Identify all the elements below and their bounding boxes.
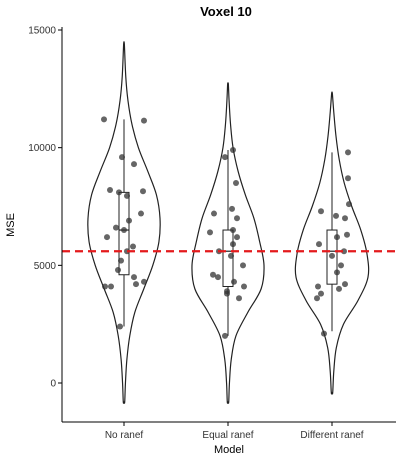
y-axis-ticks: 0 5000 10000 15000 (28, 26, 62, 390)
data-point (333, 212, 339, 219)
data-point (131, 274, 137, 281)
data-point (314, 295, 320, 302)
data-point (338, 262, 344, 269)
y-tick-label: 5000 (34, 261, 57, 272)
data-point (207, 229, 213, 236)
data-point (230, 147, 236, 154)
x-tick-label: Different ranef (300, 430, 363, 441)
data-point (316, 241, 322, 248)
x-axis-ticks: No ranef Equal ranef Different ranef (105, 422, 364, 441)
data-point (329, 252, 335, 259)
data-point (230, 227, 236, 234)
data-point (124, 192, 130, 199)
y-axis-label: MSE (5, 213, 17, 237)
box-iqr (118, 191, 130, 276)
data-point (334, 269, 340, 276)
y-tick-label: 15000 (28, 26, 56, 37)
violin-outline (87, 41, 161, 404)
data-point (115, 267, 121, 274)
data-point (228, 252, 234, 259)
data-point (113, 224, 119, 231)
data-point (141, 117, 147, 124)
y-tick-label: 10000 (28, 143, 56, 154)
data-point (321, 330, 327, 337)
data-point (229, 205, 235, 212)
data-point (121, 227, 127, 234)
violin-outline (191, 82, 265, 404)
data-point (336, 285, 342, 292)
data-point (131, 161, 137, 168)
data-point (104, 234, 110, 241)
data-point (210, 271, 216, 278)
data-point (108, 283, 114, 290)
violin-group (191, 82, 265, 404)
data-point (133, 281, 139, 288)
data-point (130, 243, 136, 250)
data-point (224, 290, 230, 297)
data-point (315, 283, 321, 290)
data-point (318, 290, 324, 297)
data-point (140, 188, 146, 195)
data-point (215, 274, 221, 281)
data-point (107, 187, 113, 194)
data-point (236, 295, 242, 302)
data-point (222, 154, 228, 161)
data-point (241, 283, 247, 290)
data-point (234, 234, 240, 241)
data-point (230, 241, 236, 248)
data-point (345, 175, 351, 182)
data-point (334, 234, 340, 241)
x-tick-label: No ranef (105, 430, 144, 441)
data-point (141, 278, 147, 285)
data-point (211, 210, 217, 217)
data-point (234, 215, 240, 222)
data-point (118, 257, 124, 264)
violin-group (87, 41, 161, 404)
data-point (231, 278, 237, 285)
data-point (344, 231, 350, 238)
data-point (101, 116, 107, 123)
plot-area (62, 41, 396, 404)
data-point (341, 248, 347, 255)
x-axis-label: Model (214, 444, 244, 456)
data-point (346, 201, 352, 208)
data-point (233, 179, 239, 186)
violin-group (294, 91, 370, 395)
x-tick-label: Equal ranef (202, 430, 253, 441)
data-point (116, 189, 122, 196)
box-iqr (222, 229, 234, 288)
chart-title: Voxel 10 (200, 4, 252, 19)
data-point (117, 323, 123, 330)
data-point (126, 217, 132, 224)
data-point (342, 281, 348, 288)
data-point (138, 210, 144, 217)
data-point (240, 262, 246, 269)
y-tick-label: 0 (50, 379, 56, 390)
data-point (222, 332, 228, 339)
data-point (345, 149, 351, 156)
data-point (102, 283, 108, 290)
data-point (119, 154, 125, 161)
data-point (318, 208, 324, 215)
data-point (342, 215, 348, 222)
violin-outline (294, 91, 370, 395)
